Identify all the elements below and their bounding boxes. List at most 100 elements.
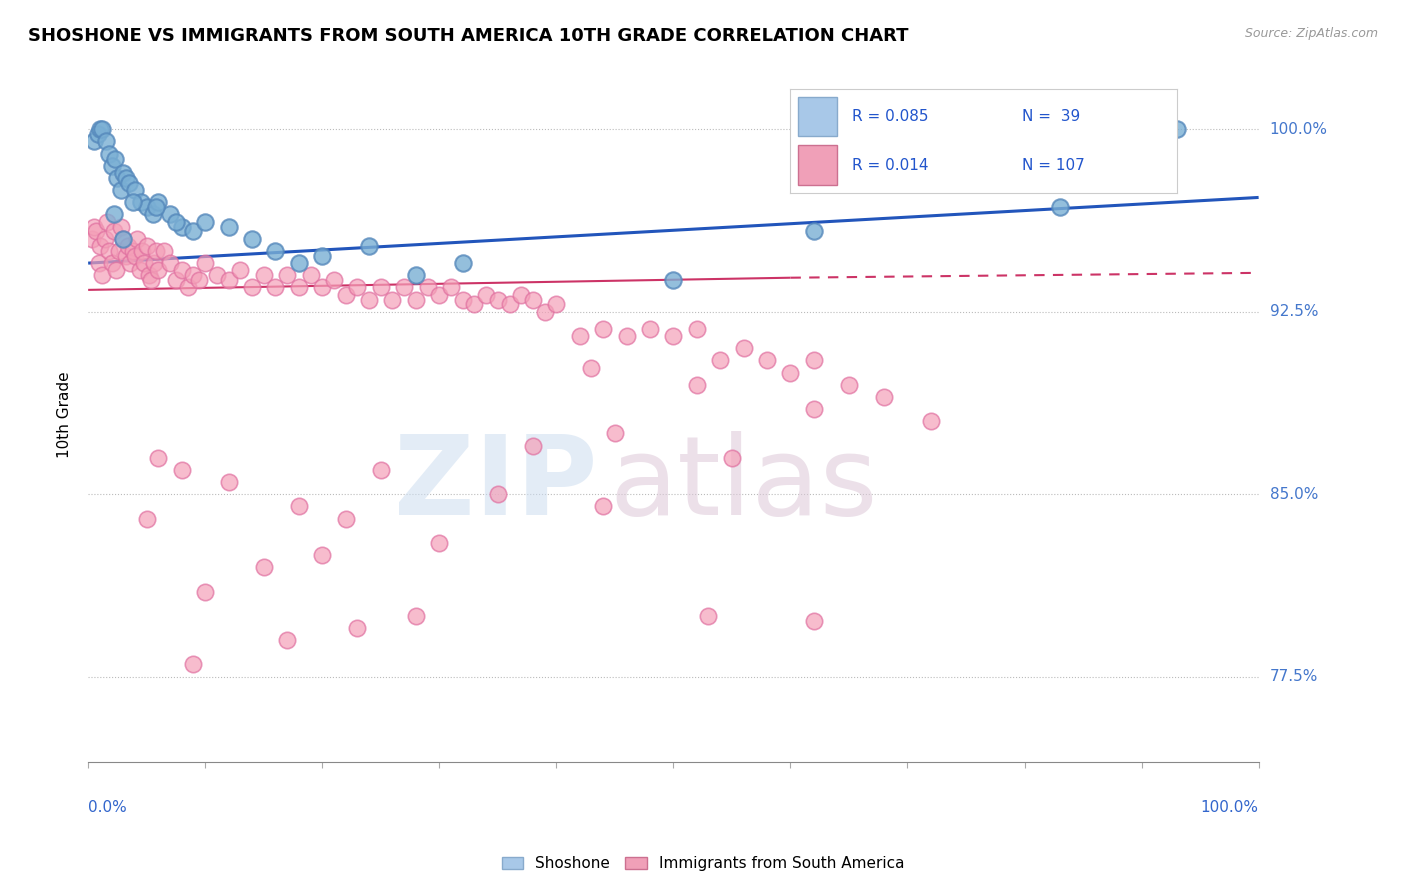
Point bbox=[592, 500, 614, 514]
Point bbox=[451, 256, 474, 270]
Point bbox=[194, 215, 217, 229]
Point bbox=[86, 127, 108, 141]
Point bbox=[370, 280, 392, 294]
Point bbox=[121, 244, 143, 258]
Point bbox=[124, 249, 146, 263]
Text: 100.0%: 100.0% bbox=[1201, 800, 1258, 815]
Point bbox=[662, 329, 685, 343]
Point bbox=[475, 287, 498, 301]
Point bbox=[148, 263, 170, 277]
Point bbox=[335, 511, 357, 525]
Point bbox=[616, 329, 638, 343]
Legend: Shoshone, Immigrants from South America: Shoshone, Immigrants from South America bbox=[495, 850, 911, 877]
Text: 100.0%: 100.0% bbox=[1270, 122, 1327, 136]
Point bbox=[218, 475, 240, 489]
Point bbox=[686, 322, 709, 336]
Point bbox=[141, 207, 163, 221]
Point bbox=[205, 268, 228, 283]
Point bbox=[838, 377, 860, 392]
Point bbox=[121, 195, 143, 210]
Point bbox=[112, 232, 135, 246]
Point bbox=[91, 268, 114, 283]
Point bbox=[486, 293, 509, 307]
Text: SHOSHONE VS IMMIGRANTS FROM SOUTH AMERICA 10TH GRADE CORRELATION CHART: SHOSHONE VS IMMIGRANTS FROM SOUTH AMERIC… bbox=[28, 27, 908, 45]
Point bbox=[183, 657, 205, 672]
Point bbox=[93, 232, 115, 246]
Point bbox=[218, 219, 240, 234]
Point bbox=[240, 232, 263, 246]
Point bbox=[89, 239, 111, 253]
Point bbox=[83, 219, 105, 234]
Point bbox=[405, 608, 427, 623]
Point bbox=[80, 232, 103, 246]
Point bbox=[335, 287, 357, 301]
Text: Source: ZipAtlas.com: Source: ZipAtlas.com bbox=[1244, 27, 1378, 40]
Point bbox=[145, 200, 167, 214]
Point bbox=[107, 244, 129, 258]
Point bbox=[104, 152, 127, 166]
Y-axis label: 10th Grade: 10th Grade bbox=[58, 372, 72, 458]
Text: atlas: atlas bbox=[609, 431, 877, 538]
Point bbox=[135, 239, 157, 253]
Point bbox=[112, 232, 135, 246]
Point bbox=[91, 122, 114, 136]
Point bbox=[721, 450, 744, 465]
Point bbox=[803, 614, 825, 628]
Point bbox=[697, 608, 720, 623]
Point bbox=[145, 244, 167, 258]
Text: 77.5%: 77.5% bbox=[1270, 669, 1317, 684]
Point bbox=[118, 176, 141, 190]
Point bbox=[128, 263, 150, 277]
Point bbox=[299, 268, 322, 283]
Point bbox=[522, 293, 544, 307]
Point bbox=[253, 268, 276, 283]
Text: ZIP: ZIP bbox=[394, 431, 598, 538]
Point bbox=[114, 171, 136, 186]
Point bbox=[510, 287, 533, 301]
Point bbox=[440, 280, 463, 294]
Point bbox=[218, 273, 240, 287]
Point bbox=[581, 360, 603, 375]
Point bbox=[779, 366, 801, 380]
Point bbox=[427, 536, 450, 550]
Point bbox=[920, 414, 942, 428]
Point bbox=[131, 244, 153, 258]
Point bbox=[253, 560, 276, 574]
Point bbox=[603, 426, 626, 441]
Point bbox=[276, 633, 298, 648]
Point bbox=[311, 249, 333, 263]
Point bbox=[546, 297, 568, 311]
Point bbox=[142, 256, 165, 270]
Point bbox=[120, 256, 142, 270]
Point bbox=[803, 353, 825, 368]
Point bbox=[153, 244, 176, 258]
Point bbox=[357, 293, 380, 307]
Point bbox=[1166, 122, 1188, 136]
Point bbox=[686, 377, 709, 392]
Text: 92.5%: 92.5% bbox=[1270, 304, 1319, 319]
Point bbox=[87, 256, 110, 270]
Point bbox=[103, 207, 125, 221]
Text: 0.0%: 0.0% bbox=[89, 800, 127, 815]
Point bbox=[709, 353, 731, 368]
Point bbox=[86, 225, 108, 239]
Point bbox=[194, 256, 217, 270]
Point bbox=[451, 293, 474, 307]
Point bbox=[141, 273, 163, 287]
Point bbox=[117, 239, 139, 253]
Point bbox=[405, 293, 427, 307]
Point bbox=[138, 268, 160, 283]
Point bbox=[311, 548, 333, 562]
Point bbox=[105, 263, 128, 277]
Point bbox=[98, 146, 121, 161]
Point bbox=[112, 166, 135, 180]
Point bbox=[498, 297, 520, 311]
Point bbox=[107, 171, 129, 186]
Point bbox=[114, 249, 136, 263]
Point bbox=[370, 463, 392, 477]
Point bbox=[148, 195, 170, 210]
Point bbox=[522, 439, 544, 453]
Point bbox=[416, 280, 439, 294]
Point bbox=[463, 297, 485, 311]
Point bbox=[134, 256, 156, 270]
